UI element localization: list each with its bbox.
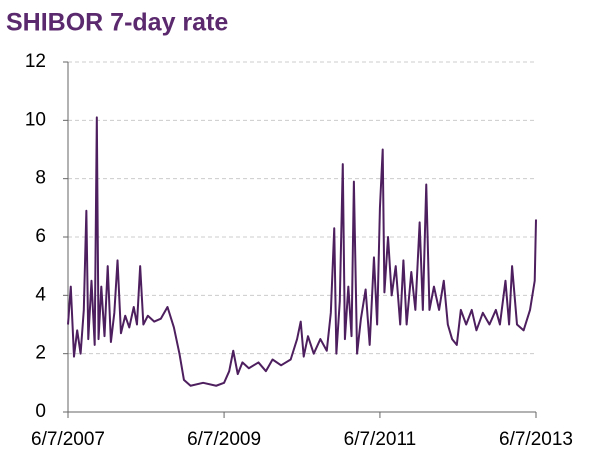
x-tick-label: 6/7/2009 [187, 429, 261, 450]
y-tick-label: 0 [35, 401, 46, 422]
y-tick-label: 2 [35, 343, 46, 364]
y-tick-label: 8 [35, 168, 46, 189]
x-tick-label: 6/7/2013 [499, 429, 573, 450]
x-tick-label: 6/7/2011 [344, 429, 417, 450]
chart-title: SHIBOR 7-day rate [6, 9, 228, 37]
y-tick-label: 6 [35, 226, 46, 247]
data-line [67, 116, 537, 387]
x-tick-label: 6/7/2007 [31, 429, 105, 450]
y-tick-label: 4 [35, 284, 46, 305]
y-tick-label: 10 [25, 109, 46, 130]
y-tick-label: 12 [25, 51, 46, 72]
